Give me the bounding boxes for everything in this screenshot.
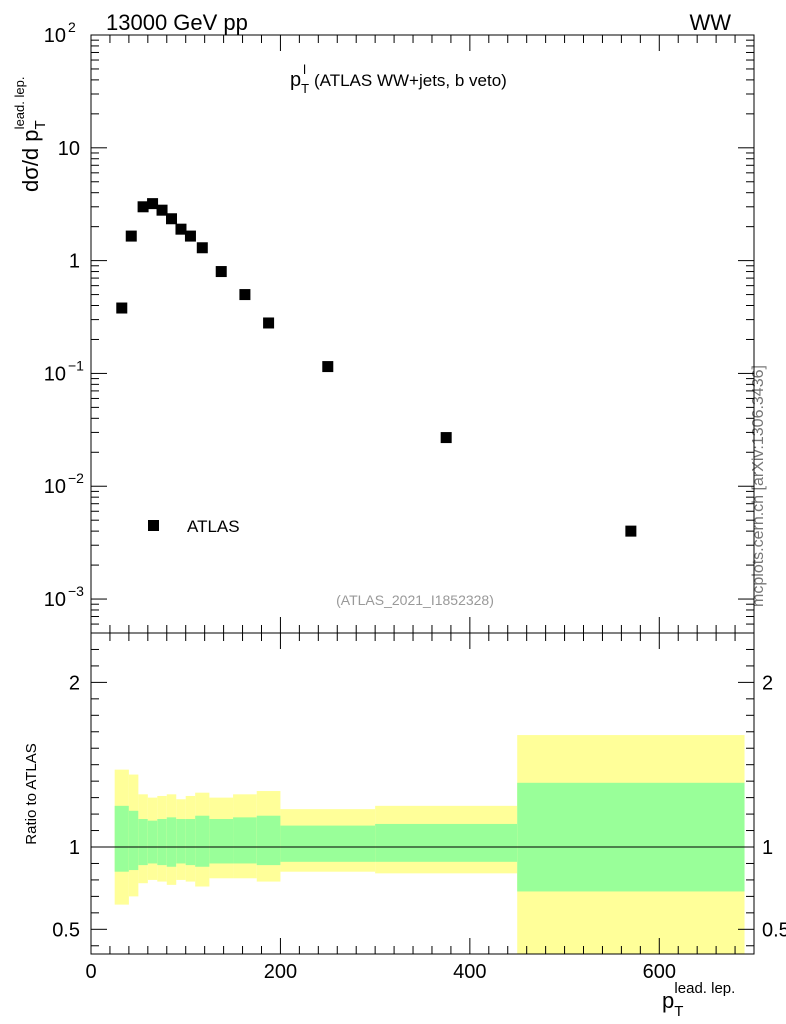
ratio-y-tick-label-left: 0.5 — [52, 919, 80, 941]
header-energy-label: 13000 GeV pp — [106, 10, 248, 35]
plot-title-sub: T — [301, 81, 309, 96]
inner-uncertainty-band — [128, 810, 139, 871]
data-point — [196, 242, 208, 254]
ratio-y-tick-label-right: 2 — [762, 672, 773, 694]
legend: ATLAS — [148, 517, 240, 536]
main-y-axis-label-sup: lead. lep. — [12, 77, 27, 130]
y-tick-label: 10 — [44, 589, 66, 611]
y-tick-label-exponent: −1 — [68, 357, 84, 373]
header-process-label: WW — [689, 10, 731, 35]
inner-uncertainty-band — [209, 819, 234, 864]
main-y-axis-label-prefix: dσ/d p — [18, 129, 43, 192]
data-point — [156, 204, 168, 216]
y-tick-label-exponent: 2 — [68, 19, 76, 35]
y-tick-label: 10 — [44, 363, 66, 385]
plot-title-main: p — [290, 69, 301, 91]
inner-uncertainty-band — [233, 817, 257, 864]
data-point — [125, 230, 137, 242]
ratio-y-axis-label: Ratio to ATLAS — [23, 743, 40, 844]
data-point — [147, 198, 159, 210]
data-point — [116, 302, 128, 314]
data-point — [440, 432, 452, 444]
ratio-y-tick-label-right: 1 — [762, 837, 773, 859]
legend-label-atlas: ATLAS — [187, 517, 240, 536]
y-tick-label: 10 — [44, 476, 66, 498]
y-tick-label: 10 — [44, 25, 66, 47]
inner-uncertainty-band — [147, 820, 158, 864]
x-tick-label: 400 — [453, 961, 486, 983]
y-tick-label-exponent: −3 — [68, 583, 84, 599]
data-point — [175, 223, 187, 235]
data-point — [263, 317, 275, 329]
y-tick-label-exponent: −2 — [68, 470, 84, 486]
inner-uncertainty-band — [157, 819, 167, 866]
uncertainty-bands — [114, 735, 745, 954]
data-point — [625, 525, 637, 537]
x-axis-label-sub: T — [674, 1003, 683, 1020]
inner-uncertainty-band — [176, 819, 186, 864]
data-point — [137, 201, 149, 213]
main-panel-frame — [90, 34, 755, 634]
inner-uncertainty-band — [280, 825, 376, 862]
x-tick-label: 200 — [264, 961, 297, 983]
ratio-y-tick-label-right: 0.5 — [762, 919, 786, 941]
inner-uncertainty-band — [138, 819, 148, 866]
y-tick-label: 1 — [69, 251, 80, 273]
main-y-axis-label: dσ/d pTlead. lep. — [12, 77, 49, 192]
main-y-axis-label-sub: T — [32, 120, 49, 129]
ratio-panel-frame — [90, 632, 755, 955]
data-point — [322, 361, 334, 373]
inner-uncertainty-band — [166, 817, 177, 867]
x-axis-label-prefix: p — [662, 988, 674, 1013]
x-axis-label: pTlead. lep. — [662, 980, 735, 1020]
inner-uncertainty-band — [195, 815, 210, 867]
analysis-id-annotation: (ATLAS_2021_I1852328) — [336, 592, 494, 608]
y-tick-label: 10 — [58, 138, 80, 160]
inner-uncertainty-band — [375, 823, 518, 862]
data-point — [239, 289, 251, 301]
x-tick-label: 600 — [643, 961, 676, 983]
x-axis-label-sup: lead. lep. — [674, 980, 735, 997]
x-tick-label: 0 — [85, 961, 96, 983]
data-point — [184, 230, 196, 242]
data-point — [215, 266, 227, 278]
ratio-panel: 0.5 0.5 1 1 2 2 0 200 400 600 Ratio to ATLAS pTle… — [23, 632, 786, 1020]
data-points — [116, 198, 637, 537]
plot-title: pTl (ATLAS WW+jets, b veto) — [290, 62, 507, 96]
plot-title-rest: (ATLAS WW+jets, b veto) — [314, 71, 507, 90]
inner-uncertainty-band — [517, 782, 745, 892]
legend-marker-atlas — [148, 520, 159, 531]
data-point — [166, 213, 178, 225]
ratio-axes: 0.5 0.5 1 1 2 2 0 200 400 600 — [52, 632, 786, 983]
inner-uncertainty-band — [114, 805, 129, 872]
plot-title-sup: l — [303, 62, 306, 77]
ratio-y-tick-label-left: 1 — [69, 837, 80, 859]
inner-uncertainty-band — [185, 819, 196, 866]
ratio-y-tick-label-left: 2 — [69, 672, 80, 694]
inner-uncertainty-band — [256, 815, 281, 866]
